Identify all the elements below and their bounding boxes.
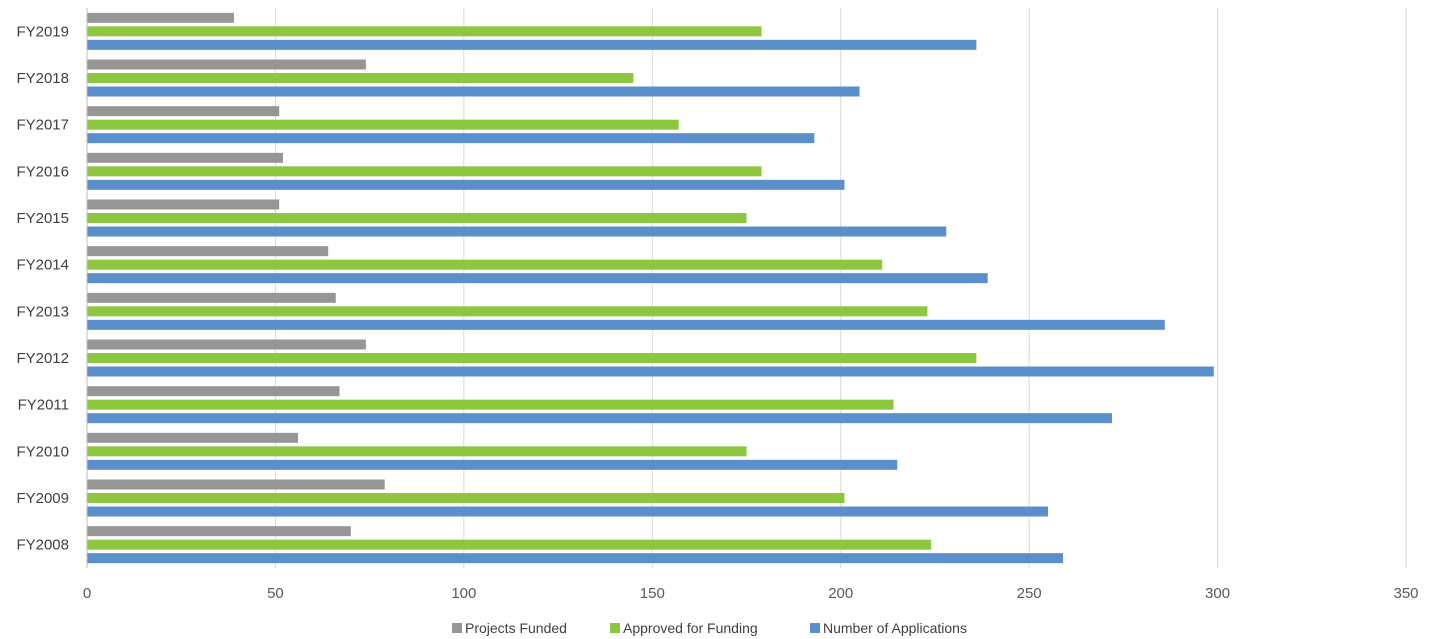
bar-FY2008-approved-for-funding bbox=[87, 539, 932, 550]
legend-swatch bbox=[610, 623, 620, 633]
bar-FY2008-number-of-applications bbox=[87, 553, 1064, 564]
category-label: FY2012 bbox=[16, 350, 69, 367]
category-labels: FY2019 FY2018 FY2017 FY2016 FY2015 FY2014 FY20… bbox=[16, 23, 69, 553]
bar-FY2018-number-of-applications bbox=[87, 86, 860, 97]
category-label: FY2017 bbox=[16, 117, 69, 134]
bar-FY2012-number-of-applications bbox=[87, 366, 1214, 377]
category-label: FY2010 bbox=[16, 443, 69, 460]
category-label: FY2008 bbox=[16, 537, 69, 554]
legend-swatch bbox=[810, 623, 820, 633]
legend-swatch bbox=[452, 623, 462, 633]
category-label: FY2014 bbox=[16, 257, 69, 274]
bar-FY2014-approved-for-funding bbox=[87, 259, 883, 270]
bar-FY2009-projects-funded bbox=[87, 479, 385, 490]
bar-FY2015-projects-funded bbox=[87, 199, 280, 210]
bar-FY2011-number-of-applications bbox=[87, 413, 1113, 424]
category-label: FY2016 bbox=[16, 163, 69, 180]
legend-label: Projects Funded bbox=[465, 620, 567, 636]
bar-FY2010-number-of-applications bbox=[87, 459, 898, 470]
bar-FY2019-number-of-applications bbox=[87, 39, 977, 50]
bar-FY2010-projects-funded bbox=[87, 432, 299, 443]
bar-FY2012-projects-funded bbox=[87, 339, 366, 350]
x-tick-label: 100 bbox=[451, 585, 476, 602]
x-tick-label: 50 bbox=[267, 585, 284, 602]
bar-FY2014-number-of-applications bbox=[87, 273, 988, 284]
bar-FY2010-approved-for-funding bbox=[87, 446, 747, 457]
bar-FY2019-projects-funded bbox=[87, 12, 234, 23]
category-label: FY2018 bbox=[16, 70, 69, 87]
gridlines bbox=[274, 8, 1407, 568]
x-tick-label: 0 bbox=[83, 585, 91, 602]
bars-group bbox=[87, 12, 1214, 564]
category-label: FY2011 bbox=[18, 397, 69, 414]
category-label: FY2013 bbox=[16, 303, 69, 320]
x-tick-label: 150 bbox=[640, 585, 665, 602]
x-tick-label: 350 bbox=[1393, 585, 1418, 602]
bar-FY2016-projects-funded bbox=[87, 152, 283, 163]
bar-FY2016-approved-for-funding bbox=[87, 166, 762, 177]
bar-FY2009-number-of-applications bbox=[87, 506, 1048, 517]
bar-FY2018-approved-for-funding bbox=[87, 73, 634, 83]
bar-FY2012-approved-for-funding bbox=[87, 353, 977, 363]
bar-FY2014-projects-funded bbox=[87, 246, 329, 257]
category-label: FY2009 bbox=[16, 490, 69, 507]
x-tick-label: 300 bbox=[1205, 585, 1230, 602]
bar-FY2011-approved-for-funding bbox=[87, 399, 894, 410]
bar-FY2019-approved-for-funding bbox=[87, 26, 762, 37]
bar-FY2013-approved-for-funding bbox=[87, 306, 928, 317]
bar-FY2017-number-of-applications bbox=[87, 133, 815, 144]
bar-FY2018-projects-funded bbox=[87, 59, 366, 70]
bar-FY2009-approved-for-funding bbox=[87, 493, 845, 503]
bar-FY2016-number-of-applications bbox=[87, 179, 845, 190]
bar-FY2008-projects-funded bbox=[87, 526, 351, 537]
bar-FY2017-approved-for-funding bbox=[87, 119, 679, 130]
bar-FY2015-approved-for-funding bbox=[87, 213, 747, 223]
bar-FY2013-projects-funded bbox=[87, 292, 336, 303]
bar-FY2017-projects-funded bbox=[87, 106, 280, 117]
bar-FY2015-number-of-applications bbox=[87, 226, 947, 237]
legend-label: Number of Applications bbox=[823, 620, 967, 636]
x-tick-labels: 0 50 100 150 200 250 300 350 bbox=[83, 585, 1419, 602]
legend: Projects Funded Approved for Funding Numbe… bbox=[452, 620, 967, 636]
x-tick-label: 200 bbox=[828, 585, 853, 602]
bar-FY2011-projects-funded bbox=[87, 386, 340, 397]
x-tick-label: 250 bbox=[1017, 585, 1042, 602]
category-label: FY2015 bbox=[16, 210, 69, 227]
bar-FY2013-number-of-applications bbox=[87, 319, 1165, 330]
category-label: FY2019 bbox=[16, 23, 69, 40]
legend-label: Approved for Funding bbox=[623, 620, 758, 636]
